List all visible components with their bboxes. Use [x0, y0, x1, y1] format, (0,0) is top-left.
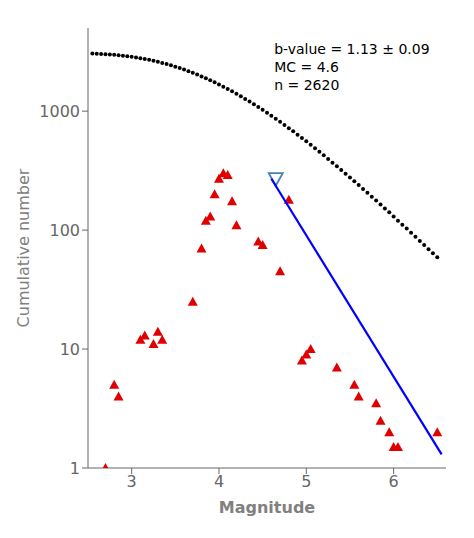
- svg-text:1: 1: [70, 459, 80, 478]
- html-text:b-value = 1.13 ± 0.09: b-value = 1.13 ± 0.09: [274, 41, 430, 57]
- svg-text:3: 3: [127, 472, 137, 491]
- svg-text:6: 6: [389, 472, 399, 491]
- svg-text:Cumulative number: Cumulative number: [14, 168, 33, 327]
- svg-text:100: 100: [49, 221, 80, 240]
- html-text:n = 2620: n = 2620: [274, 77, 340, 93]
- svg-text:Magnitude: Magnitude: [219, 498, 316, 517]
- svg-text:4: 4: [214, 472, 224, 491]
- svg-text:10: 10: [60, 340, 80, 359]
- html-text:MC = 4.6: MC = 4.6: [274, 59, 339, 75]
- svg-text:5: 5: [301, 472, 311, 491]
- svg-text:1000: 1000: [39, 102, 80, 121]
